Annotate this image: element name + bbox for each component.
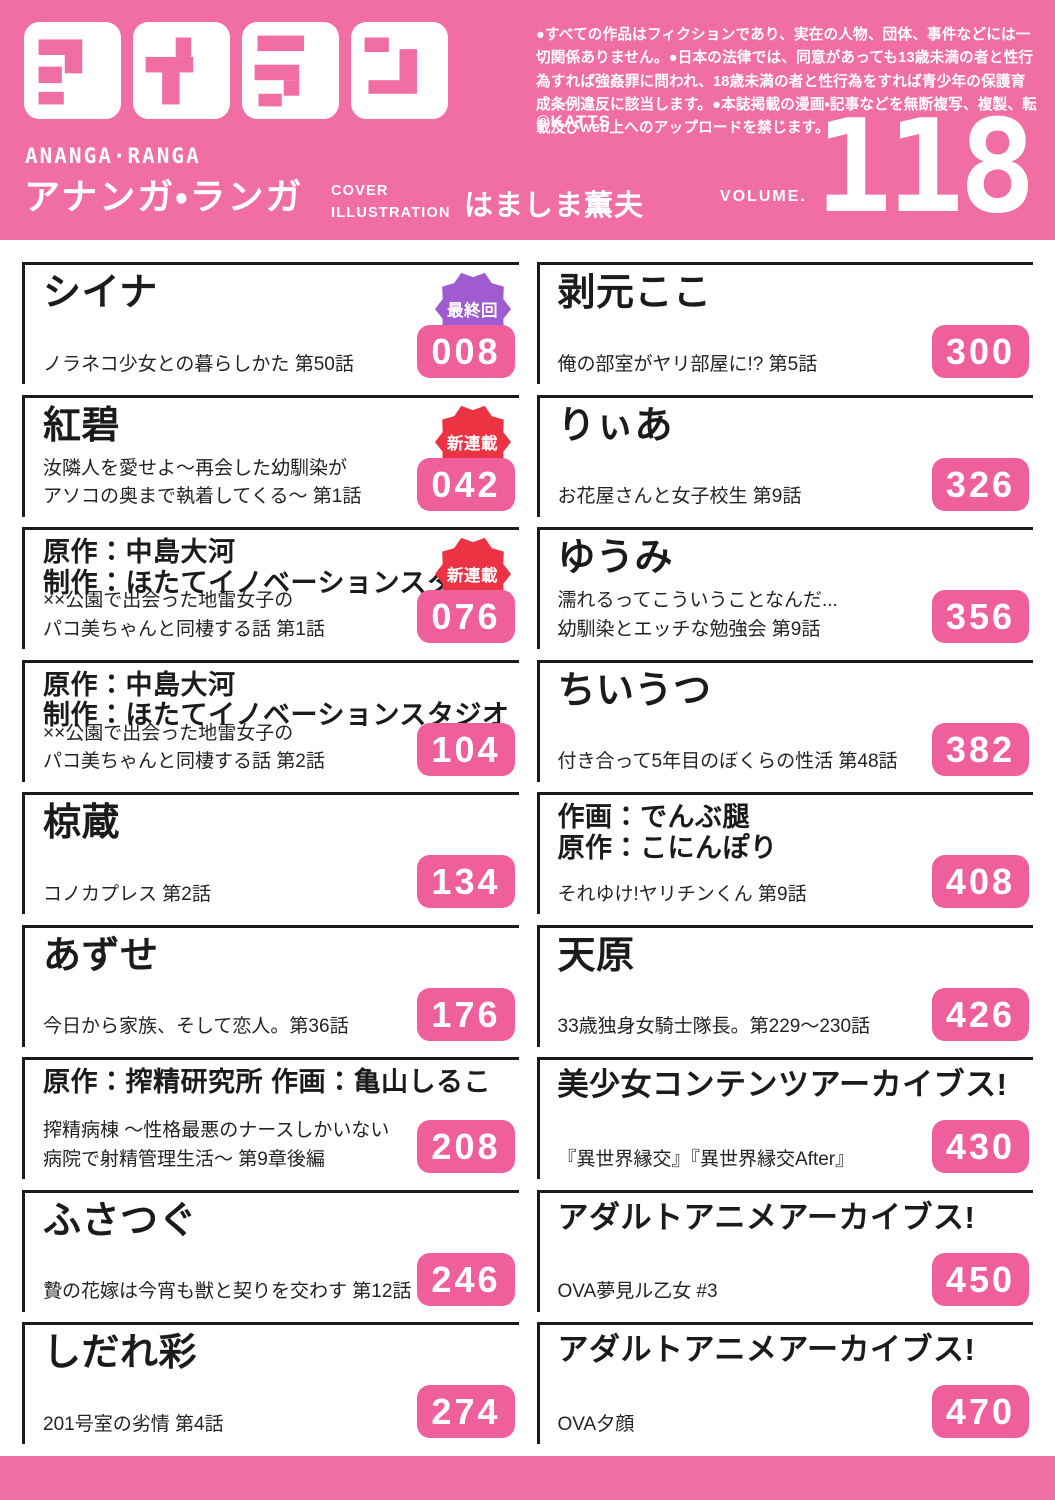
entry-work-subtitle: 33歳独身女騎士隊長。第229～230話 xyxy=(557,1016,871,1037)
toc-entry: ゆうみ 濡れるってこういうことなんだ... 幼馴染とエッチな勉強会 第9話 356 xyxy=(536,527,1033,649)
logo-tile-na-icon xyxy=(133,22,230,119)
entry-author-title: ゆうみ xyxy=(557,537,674,579)
entry-work-subtitle: 『異世界縁交』『異世界縁交After』 xyxy=(557,1148,855,1170)
header: ●すべての作品はフィクションであり、実在の人物、団体、事件などには一切関係ありま… xyxy=(0,0,1055,240)
page-number-chip: 450 xyxy=(931,1252,1029,1306)
footer-bar xyxy=(0,1456,1055,1500)
entry-author-title: 美少女コンテンツアーカイブス! xyxy=(557,1067,1008,1102)
entry-work-subtitle: それゆけ!ヤリチンくん 第9話 xyxy=(557,883,807,905)
toc-entry: 椋蔵 コノカプレス 第2話 134 xyxy=(22,792,519,914)
table-of-contents: シイナ ノラネコ少女との暮らしかた 第50話 最終回 008 紅碧 汝隣人を愛せ… xyxy=(22,262,1033,1444)
entry-author-title: アダルトアニメアーカイブス! xyxy=(557,1332,976,1367)
entry-author-title: アダルトアニメアーカイブス! xyxy=(557,1199,976,1235)
entry-work-subtitle: 俺の部室がヤリ部屋に!? 第5話 xyxy=(557,353,818,375)
page-number-chip: 176 xyxy=(417,987,515,1041)
cover-artist-name: はましま薫夫 xyxy=(464,190,645,222)
entry-work-subtitle: 付き合って5年目のぼくらの性活 第48話 xyxy=(557,751,898,772)
entry-work-subtitle: ノラネコ少女との暮らしかた 第50話 xyxy=(43,353,354,375)
toc-entry: 美少女コンテンツアーカイブス! 『異世界縁交』『異世界縁交After』 430 xyxy=(536,1057,1033,1179)
toc-entry: しだれ彩 201号室の劣情 第4話 274 xyxy=(22,1322,519,1444)
magazine-logo xyxy=(24,22,448,119)
entry-work-subtitle: コノカプレス 第2話 xyxy=(43,883,211,905)
toc-entry: 剥元ここ 俺の部室がヤリ部屋に!? 第5話 300 xyxy=(536,262,1033,384)
toc-entry: アダルトアニメアーカイブス! OVA夢見ル乙女 #3 450 xyxy=(536,1189,1033,1312)
entry-work-subtitle: 201号室の劣情 第4話 xyxy=(43,1413,224,1435)
page-number-chip: 104 xyxy=(417,722,515,776)
toc-entry: りぃあ お花屋さんと女子校生 第9話 326 xyxy=(536,394,1033,517)
page-number-chip: 076 xyxy=(417,590,515,643)
page-number-chip: 408 xyxy=(931,855,1029,908)
entry-work-subtitle: 今日から家族、そして恋人。第36話 xyxy=(43,1016,349,1037)
magazine-name-katakana: アナンガ・ランガ xyxy=(24,176,304,217)
entry-author-title: しだれ彩 xyxy=(43,1332,198,1374)
page-number-chip: 356 xyxy=(931,590,1029,643)
entry-author-title: ちいうつ xyxy=(557,669,712,712)
entry-author-title: りぃあ xyxy=(557,404,674,447)
volume-number: 118 xyxy=(814,93,1036,242)
entry-work-subtitle: 贄の花嫁は今宵も獣と契りを交わす 第12話 xyxy=(43,1281,412,1302)
entry-work-subtitle: 搾精病棟 ～性格最悪のナースしかいない 病院で射精管理生活～ 第9章後編 xyxy=(43,1120,390,1170)
cover-label-line1: COVER xyxy=(331,183,389,199)
page-number-chip: 430 xyxy=(931,1120,1029,1173)
page-number-chip: 246 xyxy=(417,1252,515,1306)
entry-work-subtitle: OVA夕顔 xyxy=(557,1413,635,1435)
page-number-chip: 208 xyxy=(417,1120,515,1173)
toc-entry: ちいうつ 付き合って5年目のぼくらの性活 第48話 382 xyxy=(536,659,1033,782)
page-number-chip: 300 xyxy=(931,325,1029,378)
badge-label: 新連載 xyxy=(447,567,498,585)
entry-work-subtitle: 濡れるってこういうことなんだ... 幼馴染とエッチな勉強会 第9話 xyxy=(557,590,838,640)
toc-entry: 原作：中島大河 制作：ほたてイノベーションスタジオ ××公園で出会った地雷女子のパ… xyxy=(22,527,519,649)
logo-tile-ra-icon xyxy=(242,22,339,119)
page-number-chip: 382 xyxy=(931,722,1029,776)
entry-author-title: あずせ xyxy=(43,934,159,977)
entry-author-title: 椋蔵 xyxy=(43,802,121,844)
cover-illustration-label: COVER ILLUSTRATION xyxy=(331,180,451,225)
entry-author-title: シイナ xyxy=(43,272,158,314)
entry-author-title: 作画：でんぶ腿 原作：こにんぽり xyxy=(557,802,778,863)
page-number-chip: 326 xyxy=(931,457,1029,511)
entry-work-subtitle: 汝隣人を愛せよ～再会した幼馴染が アソコの奥まで執着してくる～ 第1話 xyxy=(43,457,362,508)
entry-author-title: 剥元ここ xyxy=(557,272,712,314)
copyright: ©KATTS xyxy=(537,112,611,131)
entry-work-subtitle: OVA夢見ル乙女 #3 xyxy=(557,1281,718,1302)
volume-label: VOLUME. xyxy=(719,188,807,205)
entry-work-subtitle: お花屋さんと女子校生 第9話 xyxy=(557,486,802,507)
toc-entry: 天原 33歳独身女騎士隊長。第229～230話 426 xyxy=(536,924,1033,1047)
badge-label: 新連載 xyxy=(447,434,498,453)
page-number-chip: 134 xyxy=(417,855,515,908)
toc-entry: 原作：中島大河 制作：ほたてイノベーションスタジオ ××公園で出会った地雷女子のパ… xyxy=(22,659,519,782)
page-number-chip: 470 xyxy=(931,1385,1029,1438)
entry-author-title: 原作：搾精研究所 作画：亀山しるこ xyxy=(43,1067,492,1097)
cover-label-line2: ILLUSTRATION xyxy=(331,205,451,222)
toc-entry: あずせ 今日から家族、そして恋人。第36話 176 xyxy=(22,924,519,1047)
entry-author-title: 紅碧 xyxy=(43,404,121,447)
logo-tile-n-icon xyxy=(351,22,448,119)
toc-entry: シイナ ノラネコ少女との暮らしかた 第50話 最終回 008 xyxy=(22,262,519,384)
entry-work-subtitle: ××公園で出会った地雷女子の パコ美ちゃんと同棲する話 第2話 xyxy=(43,722,325,773)
toc-entry: 紅碧 汝隣人を愛せよ～再会した幼馴染が アソコの奥まで執着してくる～ 第1話 新連… xyxy=(22,394,519,517)
page-number-chip: 008 xyxy=(417,325,515,378)
page-number-chip: 042 xyxy=(417,457,515,511)
toc-entry: 作画：でんぶ腿 原作：こにんぽり それゆけ!ヤリチンくん 第9話 408 xyxy=(536,792,1033,914)
legal-disclaimer: ●すべての作品はフィクションであり、実在の人物、団体、事件などには一切関係ありま… xyxy=(536,27,1037,137)
page-number-chip: 426 xyxy=(931,987,1029,1041)
logo-tile-a-icon xyxy=(24,22,121,119)
badge-label: 最終回 xyxy=(447,302,498,320)
page-number-chip: 274 xyxy=(417,1385,515,1438)
magazine-name-romaji: ANANGA·RANGA xyxy=(25,144,201,168)
volume-indicator: VOLUME. 118 xyxy=(719,93,1036,242)
entry-work-subtitle: ××公園で出会った地雷女子の パコ美ちゃんと同棲する話 第1話 xyxy=(43,590,325,640)
toc-column-left: シイナ ノラネコ少女との暮らしかた 第50話 最終回 008 紅碧 汝隣人を愛せ… xyxy=(22,262,519,1444)
toc-column-right: 剥元ここ 俺の部室がヤリ部屋に!? 第5話 300 りぃあ お花屋さんと女子校生… xyxy=(536,262,1033,1444)
toc-entry: アダルトアニメアーカイブス! OVA夕顔 470 xyxy=(536,1322,1033,1444)
entry-author-title: ふさつぐ xyxy=(43,1199,198,1242)
toc-entry: 原作：搾精研究所 作画：亀山しるこ 搾精病棟 ～性格最悪のナースしかいない 病院で… xyxy=(22,1057,519,1179)
entry-author-title: 天原 xyxy=(557,934,635,977)
toc-entry: ふさつぐ 贄の花嫁は今宵も獣と契りを交わす 第12話 246 xyxy=(22,1189,519,1312)
